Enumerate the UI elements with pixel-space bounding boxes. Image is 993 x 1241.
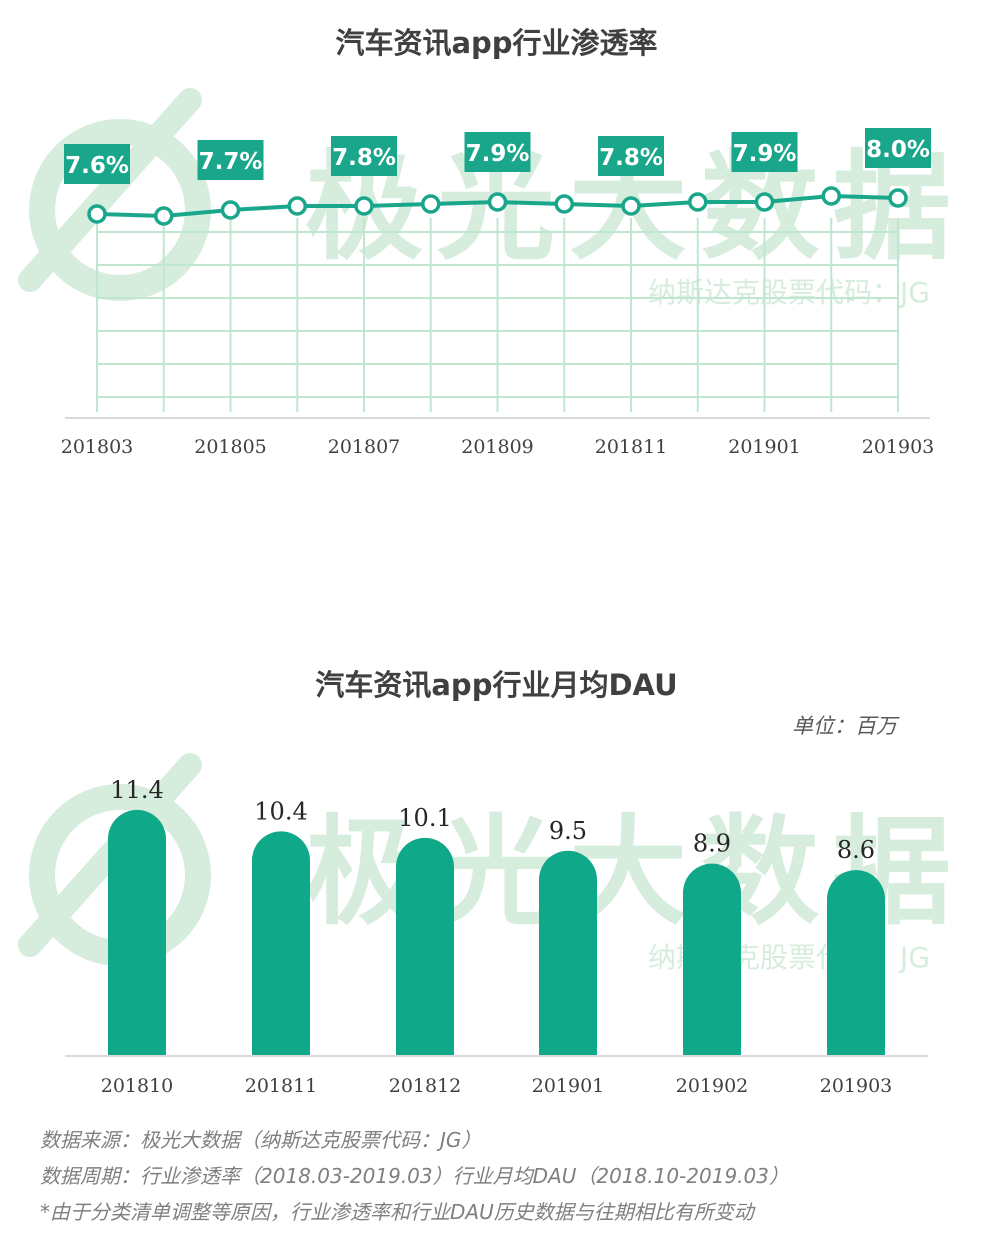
data-label: 7.6% bbox=[65, 153, 129, 179]
data-point bbox=[287, 196, 307, 216]
bar-data-label: 10.1 bbox=[398, 804, 451, 832]
data-label: 7.8% bbox=[599, 145, 663, 171]
data-point bbox=[220, 200, 241, 220]
data-label: 8.0% bbox=[866, 137, 930, 163]
data-label: 7.9% bbox=[733, 141, 797, 167]
x-tick-label: 201805 bbox=[194, 436, 267, 458]
x-tick-label: 201803 bbox=[61, 436, 134, 458]
line-x-axis: 201803 201805 201807 201809 201811 201901 2019… bbox=[61, 417, 935, 458]
data-label-box bbox=[64, 144, 130, 184]
data-label-box bbox=[197, 140, 264, 180]
data-point bbox=[87, 204, 107, 224]
data-point bbox=[554, 194, 574, 214]
bar-data-label: 8.6 bbox=[837, 836, 875, 864]
footnote-period: 数据周期：行业渗透率（2018.03-2019.03）行业月均DAU（2018.… bbox=[40, 1164, 789, 1188]
watermark-logo-icon bbox=[29, 784, 211, 966]
data-label: 7.8% bbox=[332, 145, 396, 171]
bar-series: 11.4 10.4 10.1 9.5 8.9 8.6 bbox=[108, 776, 885, 1055]
data-label-box bbox=[331, 136, 397, 176]
bar bbox=[827, 870, 885, 1055]
data-label-box bbox=[598, 136, 664, 176]
line-chart-title: 汽车资讯app行业渗透率 bbox=[335, 26, 658, 60]
watermark-logo-stroke bbox=[18, 88, 202, 292]
data-point bbox=[354, 196, 374, 216]
line-series: 7.6% 7.7% 7.8% 7.9% 7.8% 7.9% 8.0% bbox=[64, 128, 931, 226]
bar-data-label: 11.4 bbox=[110, 776, 163, 804]
bar-data-label: 8.9 bbox=[693, 830, 731, 858]
x-tick-label: 201811 bbox=[595, 436, 668, 458]
x-tick-label: 201903 bbox=[862, 436, 935, 458]
footnote-source: 数据来源：极光大数据（纳斯达克股票代码：JG） bbox=[40, 1128, 482, 1152]
data-point bbox=[754, 192, 775, 212]
data-label-box bbox=[731, 132, 798, 172]
x-tick-label: 201901 bbox=[728, 436, 801, 458]
footnote-note: *由于分类清单调整等原因，行业渗透率和行业DAU历史数据与往期相比有所变动 bbox=[40, 1200, 754, 1224]
x-tick-label: 201901 bbox=[532, 1075, 605, 1097]
watermark-logo-stroke bbox=[18, 753, 202, 957]
bar-x-axis: 201810 201811 201812 201901 201902 201903 bbox=[65, 1055, 928, 1097]
bar bbox=[539, 850, 597, 1055]
bar-chart-unit: 单位：百万 bbox=[792, 714, 897, 738]
x-tick-label: 201903 bbox=[820, 1075, 893, 1097]
watermark-subtext: 纳斯达克股票代码：JG bbox=[648, 276, 930, 309]
x-tick-label: 201812 bbox=[389, 1075, 462, 1097]
data-point bbox=[821, 186, 841, 206]
data-label-box bbox=[865, 128, 931, 168]
bar bbox=[252, 831, 310, 1055]
x-tick-label: 201809 bbox=[461, 436, 534, 458]
bar bbox=[396, 837, 454, 1055]
x-tick-label: 201810 bbox=[101, 1075, 174, 1097]
data-label: 7.9% bbox=[466, 141, 530, 167]
bar-data-label: 10.4 bbox=[254, 797, 307, 825]
bar bbox=[683, 863, 741, 1055]
data-point bbox=[487, 192, 508, 212]
watermark-logo-icon bbox=[29, 119, 211, 301]
data-label-box bbox=[464, 132, 531, 172]
x-tick-label: 201902 bbox=[676, 1075, 749, 1097]
bar bbox=[108, 809, 166, 1055]
bar-data-label: 9.5 bbox=[549, 817, 587, 845]
data-point bbox=[154, 206, 174, 226]
data-point bbox=[421, 194, 441, 214]
x-tick-label: 201811 bbox=[245, 1075, 318, 1097]
bar-chart-title: 汽车资讯app行业月均DAU bbox=[315, 668, 678, 702]
data-point bbox=[688, 192, 708, 212]
data-point bbox=[621, 196, 641, 216]
data-label: 7.7% bbox=[199, 149, 263, 175]
x-tick-label: 201807 bbox=[328, 436, 401, 458]
line-chart-grid bbox=[96, 218, 899, 412]
data-point bbox=[888, 188, 908, 208]
watermark-text: 极光大数据 bbox=[305, 803, 965, 941]
watermark-subtext: 纳斯达克股票代码：JG bbox=[648, 941, 930, 974]
